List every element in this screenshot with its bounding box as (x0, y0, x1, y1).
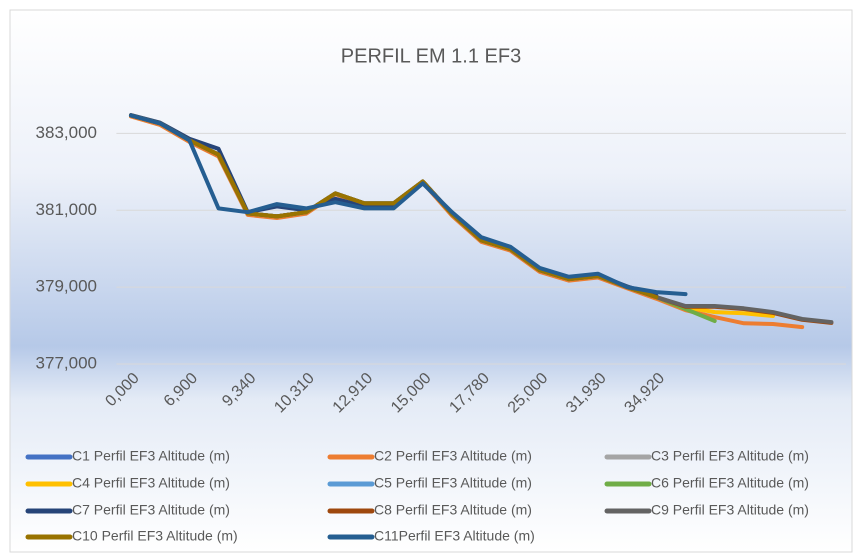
legend-label: C8 Perfil EF3 Altitude (m) (374, 502, 532, 518)
legend-label: C9 Perfil EF3 Altitude (m) (651, 502, 809, 518)
legend-label: C5 Perfil EF3 Altitude (m) (374, 475, 532, 491)
legend-label: C10 Perfil EF3 Altitude (m) (72, 528, 238, 544)
legend-label: C4 Perfil EF3 Altitude (m) (72, 475, 230, 491)
y-tick-label: 381,000 (36, 200, 97, 219)
series-line (129, 113, 688, 297)
chart-background (9, 9, 853, 553)
legend-label: C7 Perfil EF3 Altitude (m) (72, 502, 230, 518)
legend-label: C6 Perfil EF3 Altitude (m) (651, 475, 809, 491)
legend-label: C3 Perfil EF3 Altitude (m) (651, 448, 809, 464)
y-tick-label: 383,000 (36, 123, 97, 142)
legend-label: C2 Perfil EF3 Altitude (m) (374, 448, 532, 464)
y-tick-label: 377,000 (36, 353, 97, 372)
chart-title: PERFIL EM 1.1 EF3 (341, 45, 521, 67)
legend-label: C1 Perfil EF3 Altitude (m) (72, 448, 230, 464)
series-line (129, 113, 659, 300)
legend-label: C11Perfil EF3 Altitude (m) (374, 528, 535, 544)
y-tick-label: 379,000 (36, 277, 97, 296)
